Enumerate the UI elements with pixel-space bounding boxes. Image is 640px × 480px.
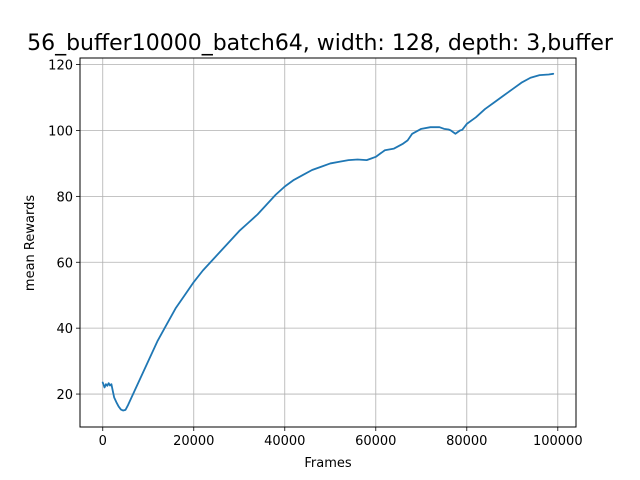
x-tick-label: 40000 (264, 434, 305, 449)
y-tick-label: 120 (48, 59, 73, 74)
y-axis-label: mean Rewards (23, 195, 38, 291)
y-tick-label: 80 (56, 190, 73, 205)
x-axis: 0 20000 40000 60000 80000 100000 (99, 427, 583, 449)
x-axis-label: Frames (304, 456, 352, 471)
x-tick-label: 0 (99, 434, 107, 449)
series-layer (101, 72, 555, 412)
x-tick-label: 60000 (355, 434, 396, 449)
x-tick-label: 100000 (533, 434, 583, 449)
y-tick-label: 100 (48, 124, 73, 139)
plot-frame (79, 57, 577, 428)
grid (80, 58, 576, 427)
x-tick-label: 20000 (173, 434, 214, 449)
y-tick-label: 60 (56, 256, 73, 271)
y-tick-label: 40 (56, 322, 73, 337)
y-axis: 20 40 60 80 100 120 (48, 59, 80, 403)
series-line (101, 72, 555, 412)
x-tick-label: 80000 (446, 434, 487, 449)
y-tick-label: 20 (56, 388, 73, 403)
chart-title: 56_buffer10000_batch64, width: 128, dept… (27, 31, 614, 56)
